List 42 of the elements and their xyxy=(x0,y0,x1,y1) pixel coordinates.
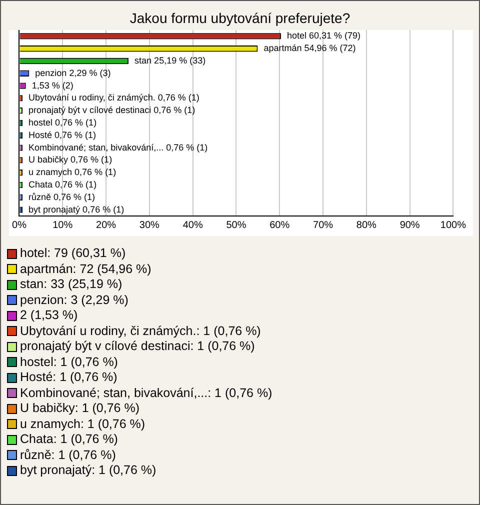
x-tick-label: 90% xyxy=(400,220,420,231)
x-tick-label: 10% xyxy=(52,220,73,231)
legend-label: u znamych: 1 (0,76 %) xyxy=(20,416,146,432)
data-label: Ubytování u rodiny, či známých. 0,76 % (1) xyxy=(28,92,200,103)
legend-label: Ubytování u rodiny, či známých.: 1 (0,76 %) xyxy=(20,324,261,339)
legend-label: penzion: 3 (2,29 %) xyxy=(20,292,128,308)
data-label: U babičky 0,76 % (1) xyxy=(28,154,112,165)
data-label: apartmán 54,96 % (72) xyxy=(264,43,356,54)
legend-label: různě: 1 (0,76 %) xyxy=(20,448,116,463)
legend-label: hotel: 79 (60,31 %) xyxy=(20,246,126,262)
x-tick-label: 30% xyxy=(139,220,160,231)
legend-label: 2 (1,53 %) xyxy=(20,308,78,324)
data-label: 1,53 % (2) xyxy=(32,80,74,90)
legend-label: pronajatý být v cílové destinaci: 1 (0,76 %) xyxy=(20,339,255,354)
x-tick-label: 50% xyxy=(226,220,246,231)
x-tick-label: 60% xyxy=(270,220,290,231)
legend-label: Kombinované; stan, bivakování,...: 1 (0,76 %) xyxy=(20,386,272,401)
data-label: Hosté 0,76 % (1) xyxy=(28,130,96,140)
data-label: různě 0,76 % (1) xyxy=(28,192,96,202)
x-tick-label: 40% xyxy=(182,220,203,231)
data-label: pronajatý být v cílové destinaci 0,76 % (1) xyxy=(28,105,196,116)
x-tick-label: 70% xyxy=(313,220,334,231)
data-label: hostel 0,76 % (1) xyxy=(28,117,97,128)
legend-label: byt pronajatý: 1 (0,76 %) xyxy=(20,463,156,478)
x-tick-label: 80% xyxy=(356,220,377,231)
data-label: penzion 2,29 % (3) xyxy=(35,68,111,78)
data-label: stan 25,19 % (33) xyxy=(134,55,206,66)
x-tick-label: 100% xyxy=(440,220,466,231)
data-label: hotel 60,31 % (79) xyxy=(286,30,361,41)
x-tick-label: 20% xyxy=(96,220,116,231)
data-label: byt pronajatý 0,76 % (1) xyxy=(28,204,124,214)
x-tick-label: 0% xyxy=(12,220,27,231)
legend-label: hostel: 1 (0,76 %) xyxy=(20,354,118,370)
legend-label: stan: 33 (25,19 %) xyxy=(20,277,122,292)
legend-label: Chata: 1 (0,76 %) xyxy=(20,432,118,448)
data-label: Kombinované; stan, bivakování,... 0,76 % (1) xyxy=(28,142,208,152)
legend-label: U babičky: 1 (0,76 %) xyxy=(20,401,140,416)
chart-title: Jakou formu ubytování preferujete? xyxy=(128,10,352,28)
legend-label: Hosté: 1 (0,76 %) xyxy=(20,370,118,386)
legend-label: apartmán: 72 (54,96 %) xyxy=(20,262,152,277)
data-label: u znamych 0,76 % (1) xyxy=(28,167,116,178)
data-label: Chata 0,76 % (1) xyxy=(28,179,97,190)
